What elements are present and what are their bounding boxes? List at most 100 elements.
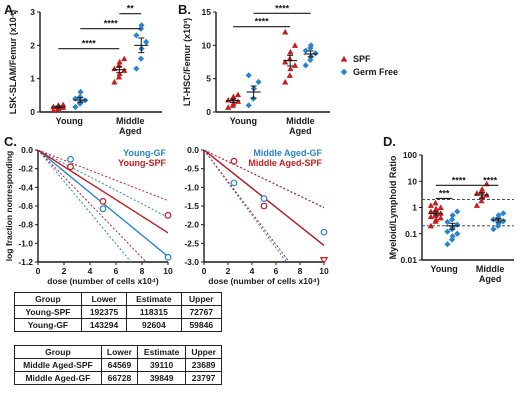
significance-label: **** [255, 17, 270, 27]
y-tick-label: 10 [202, 40, 212, 50]
data-point [230, 93, 237, 100]
limit-dilution-table-middle-aged: Group Lower Estimate Upper Middle Aged-S… [14, 345, 222, 385]
table-cell: 39849 [137, 371, 187, 385]
data-point [72, 103, 79, 111]
table-cell: 92604 [126, 318, 182, 332]
table-header-cell: Upper [180, 292, 223, 306]
x-tick-label: 10 [319, 266, 329, 276]
table-cell: 66728 [100, 371, 139, 385]
data-point [164, 211, 172, 219]
table-row: Young-GF 143294 92604 59846 [14, 318, 223, 332]
confidence-line [38, 150, 147, 262]
data-point [444, 228, 451, 235]
data-point [291, 42, 299, 48]
x-tick-label: 4 [250, 266, 255, 276]
data-point [433, 205, 440, 212]
data-point [138, 22, 145, 29]
y-axis-label: LT-HSC/Femur (x10³) [182, 18, 192, 106]
data-point [111, 78, 118, 85]
data-point [427, 202, 434, 208]
data-point [245, 102, 252, 109]
y-tick-label: -2.0 [184, 220, 199, 230]
data-point [437, 214, 444, 221]
y-tick-label: -0.5 [184, 164, 199, 174]
data-point [490, 226, 497, 233]
data-point [479, 186, 486, 192]
data-point [250, 95, 257, 102]
data-point [67, 155, 74, 163]
table-row: Middle Aged-SPF 64569 39110 23689 [14, 358, 222, 372]
legend-entry: Middle Aged-SPF [248, 158, 322, 168]
x-tick-label: 6 [114, 266, 119, 276]
y-axis-label: log fraction nonresponding [4, 151, 14, 262]
data-point [427, 213, 434, 220]
data-point [225, 96, 232, 103]
x-tick-label: 10 [163, 266, 173, 276]
y-tick-label: -2.5 [184, 238, 199, 248]
data-point [260, 195, 268, 202]
panel-b-letter: B. [178, 2, 191, 17]
y-tick-label: 0.0 [21, 145, 33, 155]
data-point [473, 202, 480, 208]
data-point [230, 157, 238, 165]
y-tick-label: 0.1 [405, 229, 417, 239]
data-point [77, 88, 84, 96]
data-point [234, 91, 242, 98]
table-header-cell: Group [14, 292, 82, 306]
data-point [286, 72, 293, 78]
x-tick-label: 8 [298, 266, 303, 276]
table-cell: Young-GF [14, 318, 82, 332]
x-tick-label: Middle [286, 116, 315, 126]
y-tick-label: -1.5 [184, 201, 199, 211]
data-point [245, 72, 252, 79]
data-point [50, 103, 57, 110]
data-point [287, 65, 294, 72]
significance-label: **** [483, 175, 498, 185]
y-tick-label: 0 [30, 107, 35, 117]
table-cell: 23797 [185, 371, 222, 385]
fit-lines [204, 150, 324, 262]
confidence-line [204, 150, 288, 262]
confidence-line [38, 150, 132, 262]
x-tick-label: Young [430, 264, 457, 274]
data-point [427, 222, 434, 229]
data-point [133, 32, 140, 39]
y-tick-label: 15 [202, 7, 212, 17]
legend-entry: Middle Aged-GF [253, 148, 322, 158]
y-tick-label: 0 [206, 107, 211, 117]
x-tick-label: 2 [62, 266, 67, 276]
data-point [427, 208, 434, 215]
data-point [312, 50, 319, 57]
panel-d-letter: D. [383, 134, 396, 149]
panel-a-letter: A. [4, 2, 17, 17]
table-cell: 23689 [185, 358, 222, 372]
data-point [448, 216, 456, 223]
x-tick-label: 8 [140, 266, 145, 276]
confidence-line [38, 150, 168, 202]
fit-lines [38, 150, 168, 262]
data-point [320, 228, 328, 236]
data-point [72, 95, 79, 102]
y-tick-label: -0.2 [18, 164, 33, 174]
panel-c-letter: C. [4, 134, 17, 149]
y-tick-label: 0.0 [187, 145, 199, 155]
data-point [307, 42, 315, 49]
data-point [444, 241, 451, 248]
table-cell: 39110 [137, 358, 187, 372]
x-tick-label: Middle [116, 116, 145, 126]
table-cell: 59846 [180, 318, 223, 332]
table-cell: Middle Aged-SPF [14, 358, 102, 372]
x-axis-label: dose (number of cells x10⁴) [47, 276, 159, 286]
data-point [76, 93, 84, 101]
y-tick-label: 2 [30, 40, 35, 50]
data-point [121, 55, 128, 62]
data-point [99, 205, 107, 213]
y-tick-label: 3 [30, 7, 35, 17]
data-point [50, 107, 57, 113]
table-row: Middle Aged-GF 66728 39849 23797 [14, 371, 222, 385]
significance-label: **** [275, 3, 290, 13]
x-tick-label: Aged [479, 274, 502, 284]
significance-label: ** [127, 4, 135, 14]
data-point [282, 58, 289, 65]
